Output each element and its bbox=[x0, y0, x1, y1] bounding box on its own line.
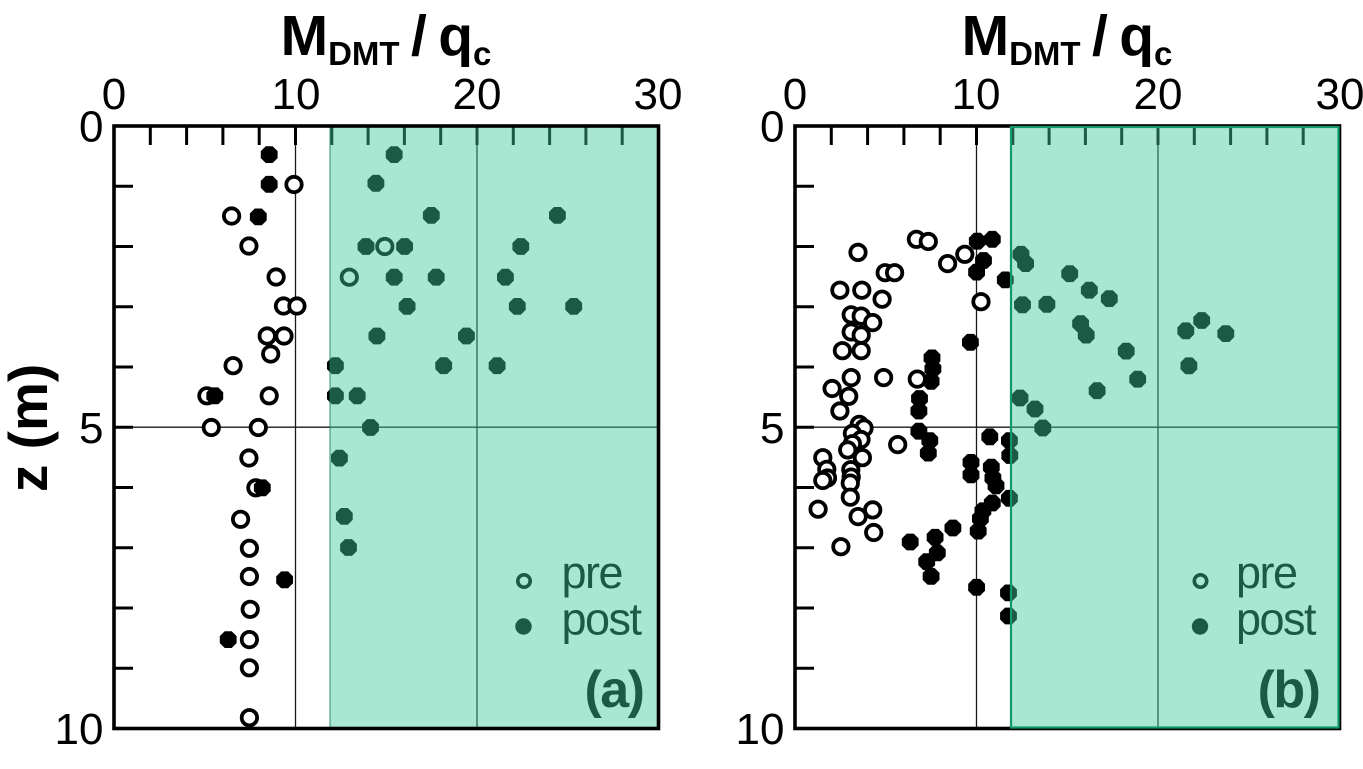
svg-text:(b): (b) bbox=[1258, 661, 1320, 719]
svg-text:0: 0 bbox=[102, 70, 126, 119]
svg-text:pre: pre bbox=[1236, 547, 1297, 598]
svg-text:post: post bbox=[562, 594, 643, 645]
svg-text:30: 30 bbox=[634, 70, 683, 119]
svg-text:5: 5 bbox=[760, 404, 784, 453]
svg-text:20: 20 bbox=[1134, 70, 1183, 119]
svg-text:5: 5 bbox=[79, 404, 103, 453]
svg-text:0: 0 bbox=[783, 70, 807, 119]
svg-text:(a): (a) bbox=[584, 661, 643, 719]
svg-text:10: 10 bbox=[736, 705, 785, 754]
svg-text:20: 20 bbox=[453, 70, 502, 119]
svg-text:10: 10 bbox=[55, 705, 104, 754]
svg-text:z (m): z (m) bbox=[0, 364, 59, 492]
svg-text:10: 10 bbox=[272, 70, 321, 119]
svg-text:pre: pre bbox=[562, 547, 623, 598]
svg-text:post: post bbox=[1236, 594, 1317, 645]
svg-text:30: 30 bbox=[1316, 70, 1363, 119]
svg-text:0: 0 bbox=[760, 103, 784, 152]
svg-text:0: 0 bbox=[79, 103, 103, 152]
svg-text:10: 10 bbox=[952, 70, 1001, 119]
